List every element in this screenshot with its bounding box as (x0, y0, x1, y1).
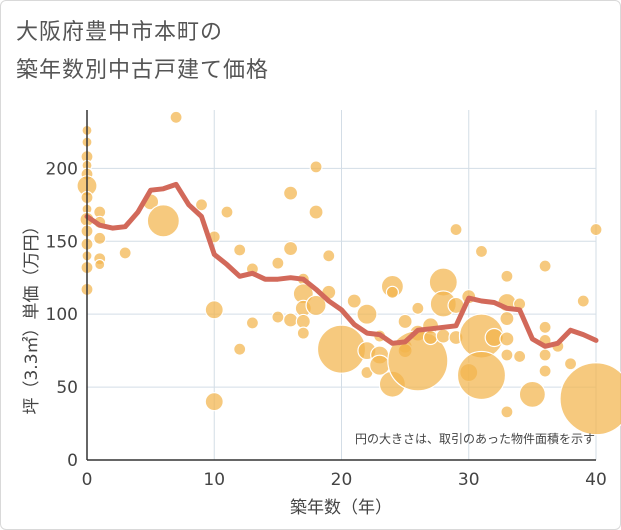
bubble-point (538, 259, 552, 273)
y-tick-label: 200 (46, 159, 78, 179)
bubble-point (449, 222, 463, 237)
bubble-point (295, 313, 311, 330)
bubble-point (305, 294, 327, 317)
bubble-point (499, 310, 515, 327)
x-tick-label: 30 (458, 470, 480, 490)
bubble-point (296, 326, 310, 340)
bubble-point (271, 310, 285, 324)
bubble-point (245, 316, 260, 330)
bubble-point (422, 329, 439, 346)
x-tick-label: 20 (331, 470, 353, 490)
x-axis-label: 築年数（年） (290, 498, 392, 518)
bubble-point (518, 380, 546, 408)
bubble-point (538, 364, 552, 378)
bubble-point (94, 258, 106, 271)
chart-title-line-1: 大阪府豊中市本町の (16, 20, 224, 45)
line-layer (84, 181, 599, 349)
average-price-line (84, 181, 599, 349)
bubble-point (271, 256, 285, 270)
bubble-point (283, 185, 299, 201)
bubble-point (538, 348, 552, 362)
bubble-point (500, 269, 514, 283)
y-tick-label: 0 (67, 451, 78, 471)
bubble-point (283, 312, 299, 328)
x-tick-label: 10 (203, 470, 225, 490)
bubble-point (411, 301, 425, 315)
bubble-point (233, 243, 247, 257)
bubble-point (169, 110, 183, 124)
bubble-point (233, 342, 247, 356)
bubble-point (538, 320, 552, 334)
grid-lines (86, 110, 597, 461)
bubble-point (474, 244, 489, 259)
bubble-point (385, 285, 399, 299)
bubble-point (309, 160, 323, 174)
y-tick-label: 100 (46, 305, 78, 325)
bubble-layer (76, 110, 621, 436)
bubble-point (576, 294, 590, 308)
bubble-point (322, 249, 336, 263)
bubble-point (456, 350, 507, 401)
bubble-point (194, 198, 209, 212)
y-tick-label: 50 (56, 378, 78, 398)
bubble-point (308, 204, 324, 220)
x-tick-label: 0 (82, 470, 93, 490)
bubble-point (589, 222, 603, 237)
bubble-point (397, 313, 413, 330)
bubble-point (220, 205, 234, 219)
bubble-point (283, 240, 299, 257)
bubble-point (204, 300, 224, 320)
bubble-point (93, 231, 107, 245)
bubble-point (500, 405, 514, 419)
chart-title-line-2: 築年数別中古戸建て価格 (16, 58, 270, 83)
y-axis-label: 坪（3.3㎡）単価（万円） (22, 217, 42, 414)
bubble-point (513, 349, 527, 364)
bubble-point (118, 246, 132, 260)
x-tick-label: 40 (585, 470, 607, 490)
bubble-point (499, 331, 515, 347)
bubble-point (346, 293, 362, 309)
y-tick-label: 150 (46, 232, 78, 252)
bubble-size-note: 円の大きさは、取引のあった物件面積を示す (355, 431, 595, 446)
bubble-point (146, 204, 180, 238)
bubble-point (500, 348, 514, 362)
bubble-point (204, 392, 224, 412)
bubble-point (563, 357, 578, 371)
bubble-point (559, 362, 621, 436)
bubble-point (356, 303, 378, 325)
axes-layer: 0 10 20 30 40 0 50 100 150 200 (46, 110, 607, 490)
bubble-point (435, 328, 451, 344)
